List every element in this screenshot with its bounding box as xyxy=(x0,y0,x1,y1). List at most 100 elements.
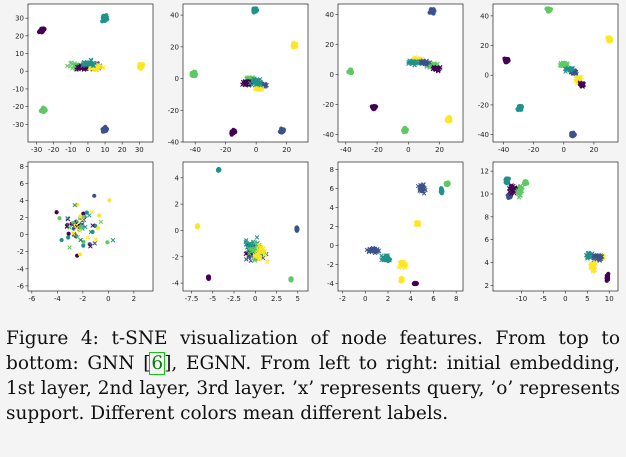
support-point xyxy=(605,277,610,282)
x-tick-label: 20 xyxy=(435,146,444,154)
query-point xyxy=(252,253,258,259)
support-point xyxy=(139,63,144,68)
query-point xyxy=(79,65,84,71)
query-point xyxy=(88,229,94,235)
x-tick-label: -20 xyxy=(371,146,382,154)
support-point xyxy=(81,214,86,219)
support-point xyxy=(524,180,529,185)
query-point xyxy=(435,67,441,73)
panel-egnn-initial: -6 -4 -2 0 2 -6 -4 -2 0 2 4 6 8 xyxy=(17,161,154,303)
query-point xyxy=(247,242,252,248)
x-tick-label: 0 xyxy=(86,146,90,154)
x-tick-label: -20 xyxy=(220,146,231,154)
x-tick-label: 8 xyxy=(454,295,458,303)
support-point xyxy=(102,126,107,131)
y-tick-label: -40 xyxy=(168,139,179,147)
scatter-points xyxy=(54,193,116,258)
y-tick-label: 20 xyxy=(15,32,24,40)
query-point xyxy=(254,235,260,240)
support-point xyxy=(41,106,46,112)
support-point xyxy=(57,216,62,221)
y-tick-label: 0 xyxy=(20,231,24,239)
y-tick-label: 8 xyxy=(485,213,489,221)
query-point xyxy=(559,61,564,67)
support-point xyxy=(346,69,351,74)
query-point xyxy=(88,244,93,249)
support-point xyxy=(195,223,200,228)
x-tick-label: 10 xyxy=(605,295,614,303)
query-point xyxy=(260,248,265,254)
y-tick-label: 10 xyxy=(15,50,24,58)
query-point xyxy=(77,228,83,233)
y-tick-label: 4 xyxy=(485,259,490,267)
support-point xyxy=(66,231,71,236)
support-point xyxy=(96,213,102,218)
plot-area xyxy=(492,3,619,143)
y-tick-label: 20 xyxy=(170,43,179,51)
support-point xyxy=(104,16,109,22)
scatter-points xyxy=(194,166,300,283)
x-tick-label: -20 xyxy=(528,146,539,154)
query-point xyxy=(110,237,116,243)
y-tick-label: -20 xyxy=(168,107,179,115)
query-point xyxy=(80,62,86,67)
y-tick-label: -4 xyxy=(327,280,335,288)
y-tick-label: -2 xyxy=(327,261,334,269)
support-point xyxy=(371,105,377,110)
plot-area xyxy=(27,3,154,143)
query-point xyxy=(90,62,95,67)
scatter-points xyxy=(503,176,611,283)
query-point xyxy=(89,66,94,71)
query-point xyxy=(250,82,255,88)
query-point xyxy=(85,60,90,66)
tsne-figure-grid: -30 -20 -10 0 10 20 30 -30 -20 -10 0 10 20 30 -40 -20 0… xyxy=(13,3,619,303)
query-point xyxy=(421,191,427,196)
query-point xyxy=(402,262,408,267)
panel-gnn-layer2: -40 -20 0 20 -40 -20 0 20 40 xyxy=(323,3,464,154)
x-tick-label: 0 xyxy=(363,295,367,303)
y-tick-label: -4 xyxy=(17,265,25,273)
query-point xyxy=(508,188,513,193)
query-point xyxy=(376,248,382,254)
query-point xyxy=(370,248,376,254)
citation-link[interactable]: 6 xyxy=(149,352,166,375)
y-tick-label: 8 xyxy=(330,166,334,174)
y-tick-label: -40 xyxy=(478,131,489,139)
support-point xyxy=(547,8,552,13)
y-tick-label: 20 xyxy=(325,41,334,49)
support-point xyxy=(231,129,236,135)
support-point xyxy=(294,226,300,231)
query-point xyxy=(75,64,80,70)
y-tick-label: 4 xyxy=(175,174,180,182)
query-point xyxy=(592,267,598,273)
y-tick-label: -2 xyxy=(17,248,24,256)
y-tick-label: 40 xyxy=(325,11,334,19)
query-point xyxy=(71,231,76,236)
y-tick-label: 2 xyxy=(330,223,334,231)
query-point xyxy=(415,183,421,189)
query-point xyxy=(75,218,80,224)
query-point xyxy=(257,254,262,260)
x-tick-label: -7.5 xyxy=(185,295,199,303)
query-point xyxy=(380,255,386,261)
query-point xyxy=(243,239,248,245)
support-point xyxy=(205,274,211,280)
query-point xyxy=(264,259,270,265)
x-tick-label: 10 xyxy=(101,146,110,154)
panel-gnn-layer3: -40 -20 0 20 -40 -20 0 20 40 xyxy=(478,3,619,154)
x-tick-label: 2 xyxy=(132,295,136,303)
x-tick-label: -2.5 xyxy=(227,295,241,303)
query-point xyxy=(255,78,261,83)
query-point xyxy=(72,202,78,208)
caption-suffix: ], EGNN. From left to right: initial emb… xyxy=(6,353,620,424)
y-tick-label: -10 xyxy=(13,85,24,93)
x-tick-label: -40 xyxy=(189,146,200,154)
y-tick-label: 10 xyxy=(480,190,489,198)
scatter-points xyxy=(364,180,451,287)
support-point xyxy=(518,106,523,112)
plot-area xyxy=(492,161,619,292)
query-point xyxy=(419,61,424,66)
query-point xyxy=(253,85,259,91)
y-tick-label: 30 xyxy=(15,15,24,23)
y-tick-label: 0 xyxy=(330,71,334,79)
